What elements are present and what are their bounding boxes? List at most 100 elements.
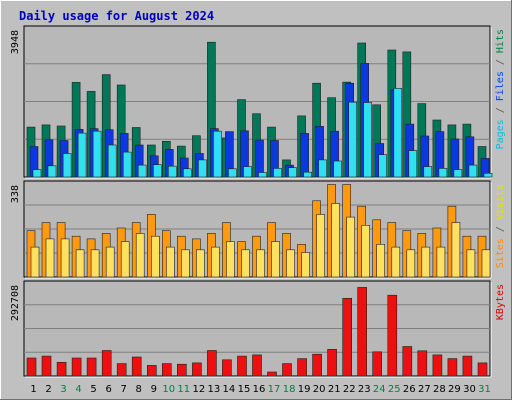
bar-kbytes-day-1	[26, 357, 37, 377]
bar-sites-day-11	[181, 249, 190, 278]
bar-kbytes-day-22	[342, 297, 353, 377]
bar-pages-day-14	[228, 168, 237, 178]
legend-part: /	[495, 220, 506, 238]
x-tick-label: 31	[478, 384, 491, 395]
x-tick-label: 7	[121, 384, 127, 395]
legend-part: /	[495, 101, 506, 119]
bar-kbytes-day-7	[116, 363, 127, 377]
x-tick-label: 19	[298, 384, 311, 395]
bar-kbytes-day-2	[41, 355, 52, 377]
x-tick-label: 1	[30, 384, 36, 395]
bar-sites-day-7	[120, 241, 130, 278]
x-tick-label: 8	[136, 384, 142, 395]
x-tick-label: 30	[463, 384, 476, 395]
bar-kbytes-day-24	[372, 351, 383, 377]
bar-pages-day-31	[483, 173, 493, 178]
bar-kbytes-day-17	[267, 371, 277, 377]
bar-pages-day-11	[183, 168, 192, 178]
bar-pages-day-30	[468, 164, 478, 178]
bar-pages-day-9	[153, 164, 162, 178]
bar-sites-day-12	[196, 249, 205, 278]
bar-kbytes-day-27	[417, 350, 428, 377]
bar-kbytes-day-13	[207, 350, 217, 377]
x-tick-label: 2	[45, 384, 51, 395]
bar-kbytes-day-16	[252, 354, 262, 377]
bar-kbytes-day-14	[222, 359, 232, 377]
bar-sites-day-15	[241, 249, 250, 278]
series-legend: Sites / Visits	[495, 184, 506, 268]
x-tick-label: 21	[328, 384, 341, 395]
bar-sites-day-1	[30, 246, 40, 278]
x-tick-label: 6	[106, 384, 112, 395]
x-tick-label: 22	[343, 384, 356, 395]
panel-kbytes: 292708 KBytes	[10, 280, 506, 378]
bar-sites-day-5	[90, 249, 100, 278]
bar-pages-day-5	[92, 130, 102, 178]
bar-sites-day-21	[331, 203, 340, 278]
bar-sites-day-25	[391, 246, 401, 278]
x-tick-label: 27	[418, 384, 431, 395]
legend-part: Sites	[495, 238, 506, 268]
bar-kbytes-day-11	[177, 363, 187, 377]
panel-hits-files-pages: 3948 Pages / Files / Hits	[10, 25, 506, 179]
bar-kbytes-day-26	[402, 346, 413, 377]
bar-sites-day-8	[135, 233, 145, 278]
bar-kbytes-day-29	[447, 358, 458, 377]
legend-part: Visits	[495, 184, 506, 220]
x-tick-label: 11	[177, 384, 190, 395]
x-tick-label: 15	[238, 384, 251, 395]
x-tick-label: 4	[75, 384, 81, 395]
bar-sites-day-24	[376, 244, 386, 278]
series-legend: KBytes	[495, 284, 506, 320]
bar-pages-day-4	[77, 132, 87, 178]
bar-pages-day-19	[303, 171, 312, 178]
bar-pages-day-23	[363, 102, 373, 178]
x-tick-label: 28	[433, 384, 446, 395]
bar-pages-day-2	[47, 165, 57, 178]
bar-sites-day-20	[316, 214, 325, 278]
bar-pages-day-27	[423, 166, 433, 178]
bar-sites-day-3	[60, 238, 70, 278]
bar-pages-day-3	[62, 153, 72, 178]
bar-sites-day-31	[481, 249, 491, 278]
legend-part: KBytes	[495, 284, 506, 320]
y-max-label: 292708	[10, 285, 21, 321]
bar-pages-day-1	[32, 169, 42, 178]
bar-sites-day-26	[406, 249, 416, 278]
bar-kbytes-day-15	[237, 355, 247, 377]
bar-pages-day-21	[333, 160, 342, 178]
bar-sites-day-16	[256, 249, 265, 278]
bar-kbytes-day-12	[192, 362, 202, 377]
y-max-label: 338	[10, 185, 21, 203]
panel-visits-sites: 338 Sites / Visits	[10, 180, 506, 279]
bar-kbytes-day-28	[432, 354, 443, 377]
x-tick-label: 25	[388, 384, 401, 395]
bar-files-day-16	[255, 139, 264, 178]
bar-pages-day-15	[243, 166, 252, 178]
bar-kbytes-day-20	[312, 353, 322, 377]
bar-kbytes-day-30	[462, 355, 473, 377]
bar-pages-day-10	[168, 165, 177, 178]
bar-kbytes-day-31	[477, 362, 488, 377]
x-tick-label: 10	[162, 384, 175, 395]
bar-pages-day-8	[137, 164, 147, 178]
bar-sites-day-6	[105, 246, 115, 278]
legend-part: Files	[495, 71, 506, 101]
x-tick-label: 24	[373, 384, 386, 395]
bar-pages-day-28	[438, 168, 448, 178]
bar-sites-day-19	[301, 252, 310, 278]
x-tick-label: 17	[268, 384, 281, 395]
bar-sites-day-9	[151, 235, 160, 278]
bar-pages-day-7	[122, 151, 132, 178]
x-tick-label: 26	[403, 384, 416, 395]
series-legend: Pages / Files / Hits	[495, 29, 506, 149]
bar-kbytes-day-10	[162, 363, 172, 377]
bar-pages-day-6	[107, 144, 117, 178]
bar-kbytes-day-18	[282, 363, 292, 377]
bar-sites-day-18	[286, 249, 295, 278]
bar-kbytes-day-25	[387, 294, 398, 377]
chart-title: Daily usage for August 2024	[19, 9, 214, 23]
x-tick-label: 9	[151, 384, 157, 395]
bar-kbytes-day-8	[131, 356, 142, 377]
